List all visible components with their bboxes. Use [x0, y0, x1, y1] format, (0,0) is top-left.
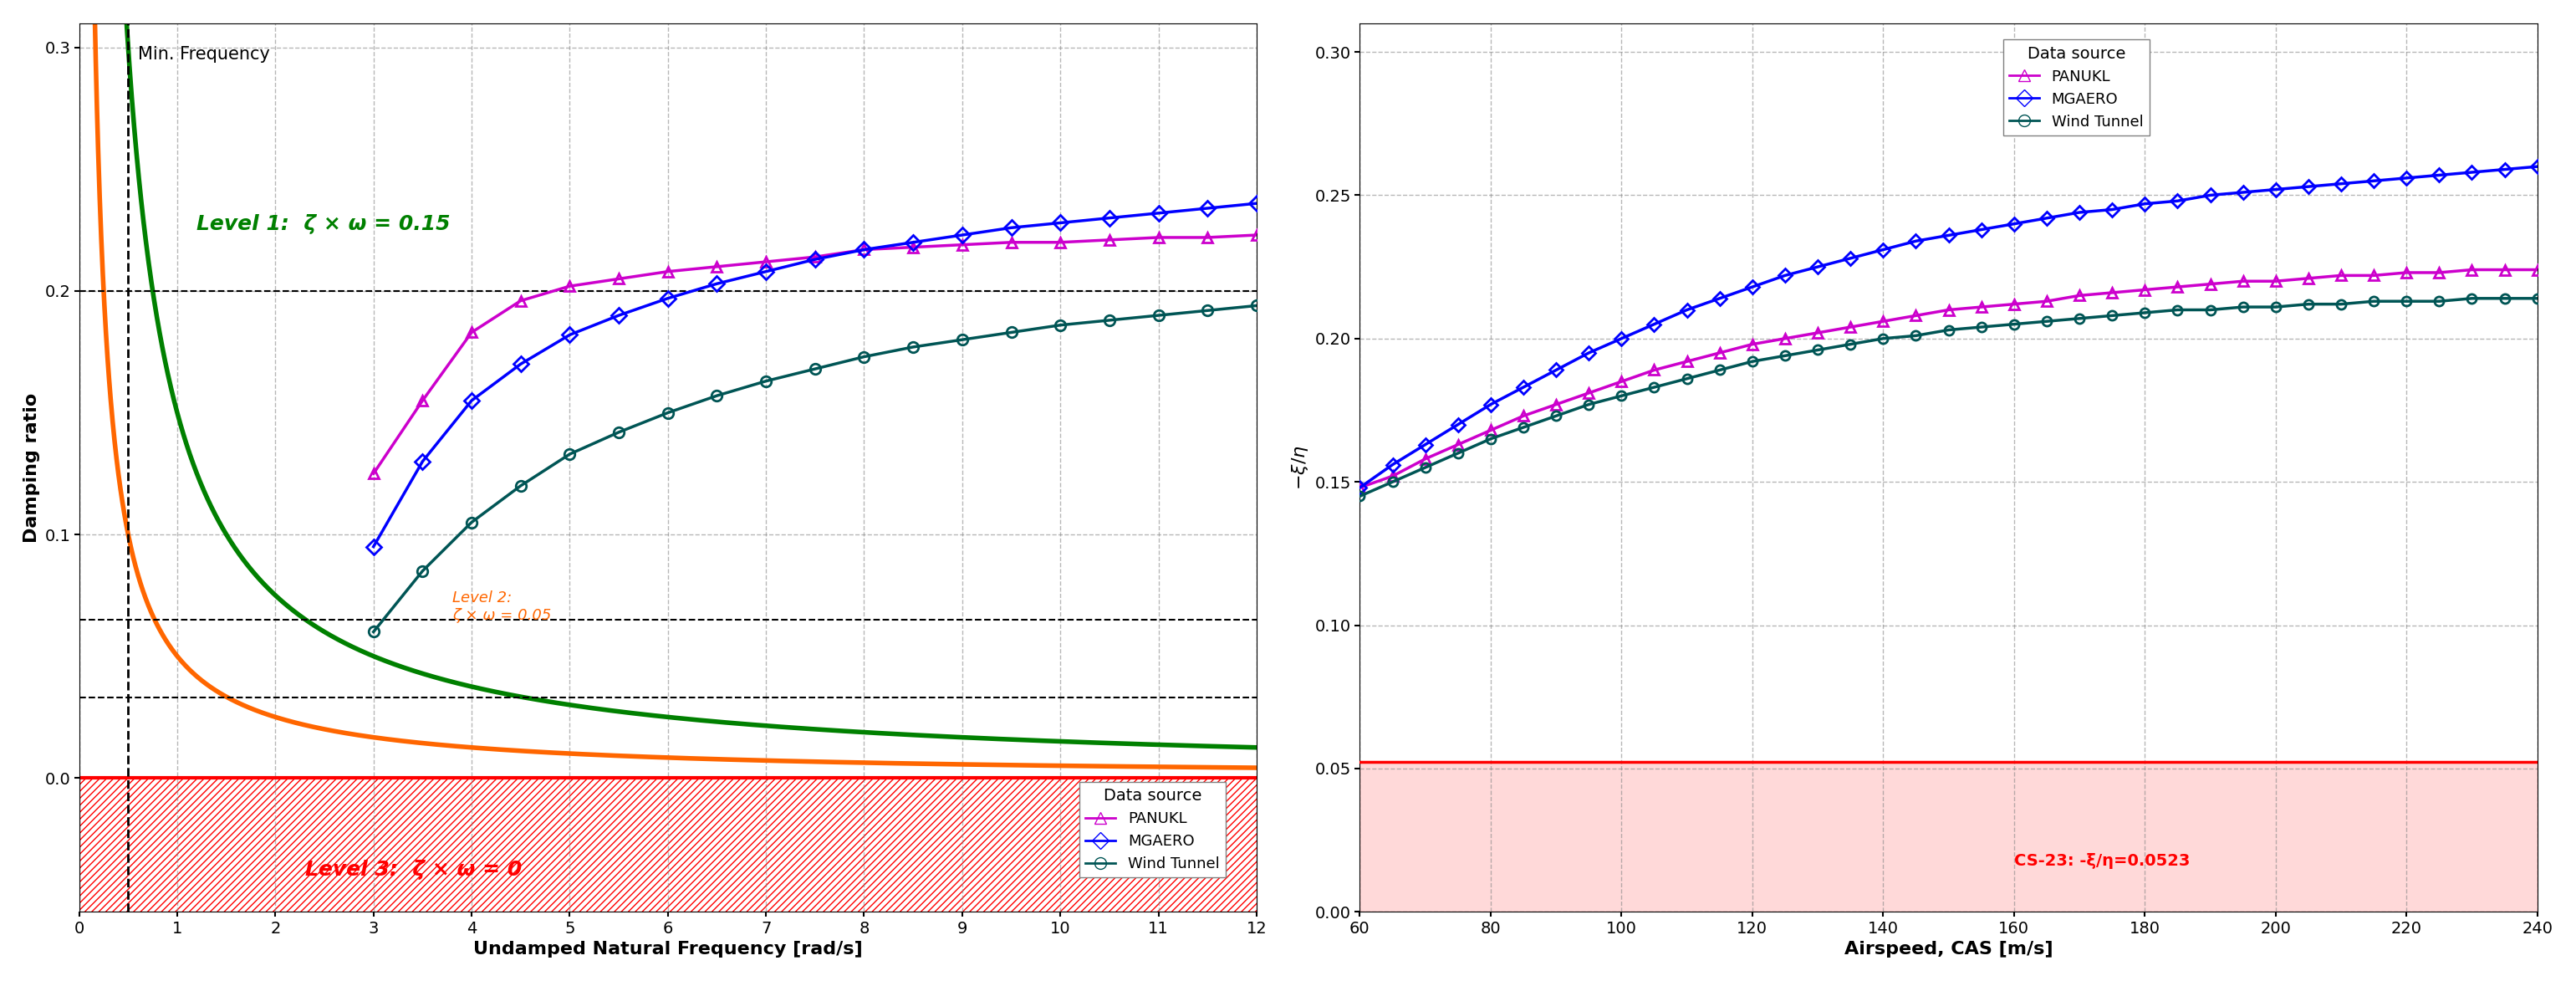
Y-axis label: Damping ratio: Damping ratio [23, 392, 41, 542]
Legend: PANUKL, MGAERO, Wind Tunnel: PANUKL, MGAERO, Wind Tunnel [2004, 39, 2148, 135]
Legend: PANUKL, MGAERO, Wind Tunnel: PANUKL, MGAERO, Wind Tunnel [1079, 782, 1226, 878]
X-axis label: Airspeed, CAS [m/s]: Airspeed, CAS [m/s] [1844, 941, 2053, 957]
X-axis label: Undamped Natural Frequency [rad/s]: Undamped Natural Frequency [rad/s] [474, 941, 863, 957]
Y-axis label: $-\xi/\eta$: $-\xi/\eta$ [1291, 445, 1311, 490]
Text: Level 1:  ζ × ω = 0.15: Level 1: ζ × ω = 0.15 [196, 214, 451, 234]
Text: CS-23: -ξ/η=0.0523: CS-23: -ξ/η=0.0523 [2014, 853, 2190, 869]
Text: Level 2:
ζ × ω = 0.05: Level 2: ζ × ω = 0.05 [451, 591, 551, 623]
Text: Min. Frequency: Min. Frequency [139, 46, 270, 63]
Text: Level 3:  ζ × ω = 0: Level 3: ζ × ω = 0 [304, 859, 520, 879]
